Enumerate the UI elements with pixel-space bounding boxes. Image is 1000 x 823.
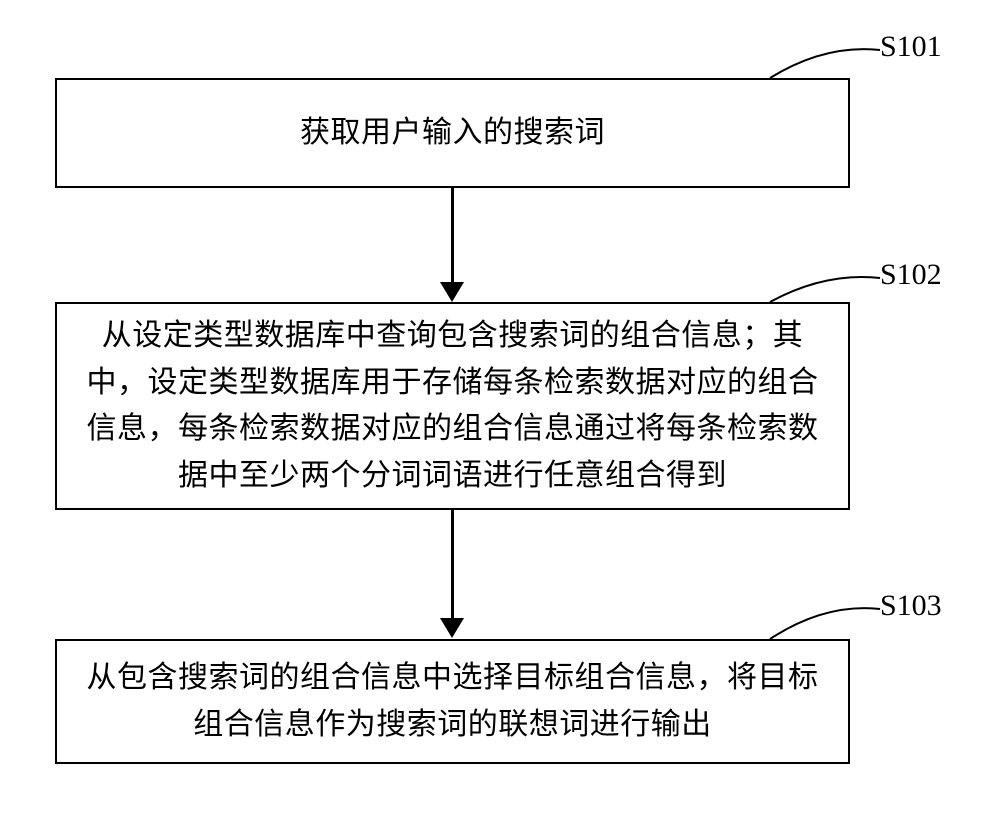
flowchart-canvas: 获取用户输入的搜索词 S101 从设定类型数据库中查询包含搜索词的组合信息；其中，设… — [0, 0, 1000, 823]
step-box-s102: 从设定类型数据库中查询包含搜索词的组合信息；其中，设定类型数据库用于存储每条检索… — [55, 302, 850, 510]
arrow-line — [451, 188, 454, 282]
connector-s103 — [765, 604, 885, 644]
step-text-s101: 获取用户输入的搜索词 — [300, 110, 605, 157]
step-box-s103: 从包含搜索词的组合信息中选择目标组合信息，将目标组合信息作为搜索词的联想词进行输… — [55, 639, 850, 764]
connector-s102 — [765, 273, 885, 307]
step-label-s102: S102 — [880, 258, 942, 292]
step-label-s101: S101 — [880, 30, 942, 64]
step-text-s102: 从设定类型数据库中查询包含搜索词的组合信息；其中，设定类型数据库用于存储每条检索… — [85, 313, 820, 499]
arrow-head-icon — [440, 618, 464, 638]
step-box-s101: 获取用户输入的搜索词 — [55, 78, 850, 188]
arrow-line — [451, 510, 454, 618]
step-label-s103: S103 — [880, 589, 942, 623]
step-text-s103: 从包含搜索词的组合信息中选择目标组合信息，将目标组合信息作为搜索词的联想词进行输… — [85, 655, 820, 748]
arrow-head-icon — [440, 282, 464, 302]
connector-s101 — [765, 45, 885, 83]
